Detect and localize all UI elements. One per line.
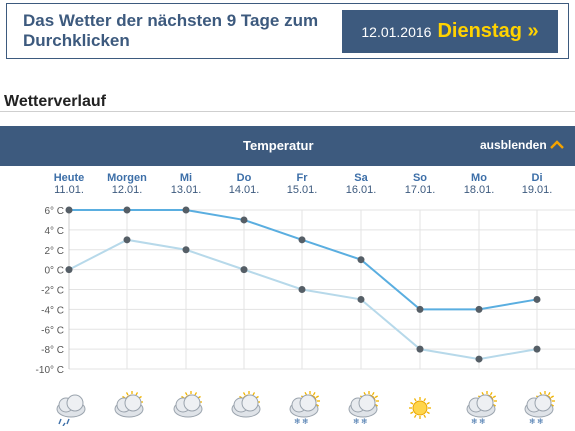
forecast-heading: Das Wetter der nächsten 9 Tage zum Durch… bbox=[23, 11, 319, 50]
svg-text:❄: ❄ bbox=[361, 417, 368, 426]
data-point-max bbox=[182, 206, 190, 214]
series-line-max bbox=[69, 209, 538, 311]
y-tick-label: -2° C bbox=[41, 286, 64, 297]
y-tick-label: -10° C bbox=[36, 365, 64, 376]
y-tick-label: 6° C bbox=[44, 206, 64, 217]
cloud-snow-icon: ❄ ❄ bbox=[459, 390, 499, 426]
day-date: 11.01. bbox=[54, 184, 84, 196]
cloud-rain-icon bbox=[49, 390, 89, 427]
date-navigation-button[interactable]: 12.01.2016 Dienstag » bbox=[342, 10, 558, 53]
data-point-max bbox=[416, 305, 424, 313]
day-header: Do 14.01. bbox=[214, 172, 274, 196]
day-header: Heute 11.01. bbox=[39, 172, 99, 196]
data-point-max bbox=[475, 305, 483, 313]
svg-text:❄: ❄ bbox=[302, 417, 309, 426]
svg-text:❄: ❄ bbox=[537, 417, 544, 426]
series-line-min bbox=[68, 238, 538, 361]
toggle-label: ausblenden bbox=[480, 138, 547, 152]
svg-text:❄: ❄ bbox=[479, 417, 486, 426]
data-point-min bbox=[298, 286, 306, 293]
sun-icon bbox=[400, 390, 440, 426]
sun-cloud-icon bbox=[224, 390, 264, 426]
section-title: Wetterverlauf bbox=[4, 93, 106, 110]
day-header: Fr 15.01. bbox=[272, 172, 332, 196]
selected-weekday: Dienstag » bbox=[437, 20, 539, 42]
data-point-max bbox=[240, 216, 248, 224]
svg-text:❄: ❄ bbox=[294, 417, 301, 426]
day-date: 16.01. bbox=[345, 184, 377, 196]
day-header: Mi 13.01. bbox=[156, 172, 216, 196]
cloud-snow-icon: ❄ ❄ bbox=[517, 390, 557, 426]
day-name: Heute bbox=[53, 172, 85, 184]
data-point-min bbox=[182, 246, 190, 254]
svg-text:❄: ❄ bbox=[471, 417, 478, 426]
selected-date: 12.01.2016 bbox=[361, 23, 432, 40]
y-tick-label: -8° C bbox=[41, 345, 64, 356]
day-date: 17.01. bbox=[404, 184, 436, 196]
data-point-min bbox=[123, 236, 131, 244]
data-point-max bbox=[65, 206, 73, 214]
chart-panel-title: Temperatur bbox=[243, 138, 314, 153]
data-point-min bbox=[475, 355, 483, 363]
day-date: 12.01. bbox=[111, 184, 143, 196]
data-point-max bbox=[357, 256, 365, 264]
day-date: 14.01. bbox=[228, 184, 260, 196]
day-date: 18.01. bbox=[463, 184, 495, 196]
data-point-max bbox=[298, 236, 306, 244]
data-point-min bbox=[240, 266, 248, 274]
sun-cloud-icon bbox=[166, 390, 206, 426]
day-name: Sa bbox=[354, 172, 368, 184]
data-point-min bbox=[357, 295, 365, 303]
y-tick-label: -6° C bbox=[41, 325, 64, 336]
data-point-max bbox=[123, 206, 131, 214]
temperature-chart: 6° C 4° C 2° C 0° C -2° C -4° C -6° C -8° C -10°… bbox=[36, 206, 575, 376]
forecast-header: Das Wetter der nächsten 9 Tage zum Durch… bbox=[6, 3, 569, 59]
svg-text:❄: ❄ bbox=[353, 417, 360, 426]
sun-cloud-icon bbox=[107, 390, 147, 426]
chart-toolbar: Temperatur ausblenden bbox=[0, 126, 575, 166]
data-point-min bbox=[416, 345, 424, 353]
day-date: 15.01. bbox=[286, 184, 318, 196]
day-name: Mo bbox=[471, 172, 487, 184]
data-point-max bbox=[533, 295, 541, 303]
day-date: 19.01. bbox=[521, 184, 553, 196]
day-header: Mo 18.01. bbox=[449, 172, 509, 196]
day-header: So 17.01. bbox=[390, 172, 450, 196]
y-tick-label: -4° C bbox=[41, 305, 64, 316]
data-point-min bbox=[65, 266, 73, 274]
y-tick-label: 4° C bbox=[44, 226, 64, 237]
data-point-min bbox=[533, 345, 541, 353]
day-name: Morgen bbox=[107, 172, 147, 184]
hide-chart-toggle[interactable]: ausblenden bbox=[480, 138, 564, 152]
day-name: Mi bbox=[179, 172, 193, 184]
day-name: Do bbox=[236, 172, 252, 184]
chevron-up-icon bbox=[549, 140, 564, 149]
day-header: Morgen 12.01. bbox=[97, 172, 157, 196]
day-name: So bbox=[412, 172, 428, 184]
section-divider bbox=[0, 111, 575, 112]
day-header: Sa 16.01. bbox=[331, 172, 391, 196]
day-name: Di bbox=[531, 172, 543, 184]
day-name: Fr bbox=[296, 172, 308, 184]
y-tick-label: 0° C bbox=[44, 266, 64, 277]
cloud-snow-icon: ❄ ❄ bbox=[282, 390, 322, 426]
day-header: Di 19.01. bbox=[507, 172, 567, 196]
day-date: 13.01. bbox=[170, 184, 202, 196]
cloud-snow-icon: ❄ ❄ bbox=[341, 390, 381, 426]
svg-text:❄: ❄ bbox=[529, 417, 536, 426]
y-tick-label: 2° C bbox=[44, 246, 64, 257]
